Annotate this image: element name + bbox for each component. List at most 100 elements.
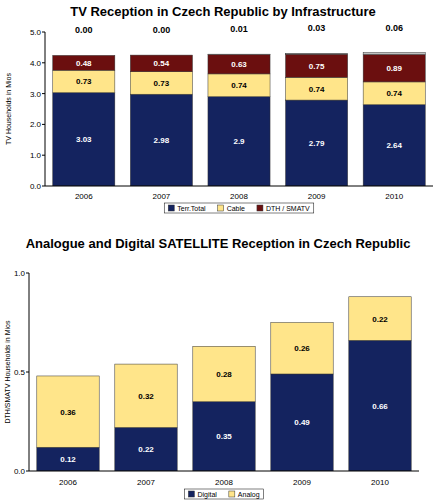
x-tick-label: 2010: [371, 478, 389, 487]
data-label: 0.63: [231, 60, 247, 69]
bar-segment: [53, 55, 115, 56]
bar-segment: [208, 74, 270, 97]
data-label: 0.66: [372, 402, 388, 411]
data-label: 0.12: [60, 455, 76, 464]
legend-swatch: [257, 205, 263, 211]
bar-segment: [271, 374, 333, 471]
bar-segment: [208, 54, 270, 73]
data-label: 0.74: [231, 81, 247, 90]
bar-segment: [363, 82, 425, 105]
x-tick-label: 2008: [230, 192, 248, 201]
legend: Terr.Total Cable DTH / SMATV: [164, 203, 314, 213]
bar-segment: [349, 340, 411, 471]
title: TV Reception in Czech Republic by Infras…: [70, 4, 376, 19]
bar-segment: [130, 55, 192, 72]
legend-swatch: [229, 491, 235, 497]
y-axis: [45, 32, 46, 186]
legend-label: DTH / SMATV: [266, 205, 310, 212]
bar-segment: [53, 70, 115, 92]
y-tick-label: 0.0: [30, 182, 42, 191]
bar-segment: [53, 55, 115, 70]
title: Analogue and Digital SATELLITE Reception…: [26, 236, 411, 251]
x-tick-label: 2006: [75, 192, 93, 201]
data-label: 0.73: [76, 77, 92, 86]
data-label: 2.98: [154, 136, 170, 145]
chart-1: Analogue and Digital SATELLITE Reception…: [4, 236, 419, 499]
y-tick-label: 0.5: [14, 368, 26, 377]
data-label: 0.89: [386, 64, 402, 73]
y-axis: [29, 273, 30, 471]
x-tick-label: 2007: [137, 478, 155, 487]
data-label: 0.54: [154, 59, 170, 68]
bar-segment: [115, 364, 177, 427]
data-label: 0.26: [294, 344, 310, 353]
bar-segment: [363, 105, 425, 186]
x-axis: [29, 471, 419, 472]
data-label: 0.22: [138, 445, 154, 454]
y-tick-label: 5.0: [30, 28, 42, 37]
data-label: 0.32: [138, 392, 154, 401]
bar-segment: [286, 100, 348, 186]
bar-segment: [193, 346, 255, 401]
data-label: 2.64: [386, 141, 402, 150]
data-label: 0.00: [75, 25, 93, 35]
x-tick-label: 2008: [215, 478, 233, 487]
bar-segment: [363, 53, 425, 55]
y-tick-label: 3.0: [30, 90, 42, 99]
data-label: 0.22: [372, 315, 388, 324]
legend-label: Cable: [227, 205, 245, 212]
legend-frame: [164, 203, 314, 213]
x-tick-label: 2010: [385, 192, 403, 201]
bar-segment: [37, 447, 99, 471]
bars: [37, 297, 411, 471]
bar-segment: [286, 53, 348, 55]
bar-segment: [130, 72, 192, 94]
legend-label: Terr.Total: [177, 205, 206, 212]
data-label: 0.03: [308, 23, 326, 33]
legend-swatch: [168, 205, 174, 211]
legend-label: Digital: [197, 491, 217, 499]
data-label: 0.74: [386, 89, 402, 98]
bar-segment: [208, 54, 270, 55]
bar-segment: [208, 97, 270, 186]
y-tick-label: 1.0: [14, 269, 26, 278]
legend-swatch: [218, 205, 224, 211]
bar-segment: [53, 93, 115, 186]
data-label: 0.28: [216, 370, 232, 379]
y-tick-label: 1.0: [30, 151, 42, 160]
data-label: 2.79: [309, 139, 325, 148]
legend-swatch: [188, 491, 194, 497]
bar-segment: [37, 376, 99, 447]
data-label: 0.36: [60, 408, 76, 417]
bar-segment: [349, 297, 411, 341]
data-label: 0.00: [153, 25, 171, 35]
data-label: 0.49: [294, 418, 310, 427]
bar-segment: [130, 55, 192, 56]
bar-segment: [286, 77, 348, 100]
y-axis-label: TV Households in Mios: [5, 73, 12, 145]
chart-canvas: TV Reception in Czech Republic by Infras…: [0, 0, 435, 503]
data-label: 0.73: [154, 79, 170, 88]
y-axis-label: DTH/SMATV Households in Mios: [4, 320, 11, 423]
data-label: 2.9: [233, 137, 245, 146]
legend-frame: [184, 489, 263, 499]
bar-segment: [130, 94, 192, 186]
y-tick-label: 2.0: [30, 120, 42, 129]
x-tick-label: 2009: [293, 478, 311, 487]
data-label: 0.06: [385, 23, 403, 33]
data-label: 0.48: [76, 59, 92, 68]
data-label: 3.03: [76, 135, 92, 144]
data-label: 0.75: [309, 62, 325, 71]
x-tick-label: 2009: [308, 192, 326, 201]
bar-segment: [271, 323, 333, 374]
bar-segment: [115, 427, 177, 471]
legend: Digital Analog: [184, 489, 263, 499]
legend-label: Analog: [238, 491, 260, 499]
x-tick-label: 2006: [59, 478, 77, 487]
data-label: 0.01: [230, 24, 248, 34]
data-label: 0.74: [309, 85, 325, 94]
x-tick-label: 2007: [153, 192, 171, 201]
bar-segment: [286, 54, 348, 77]
chart-0: TV Reception in Czech Republic by Infras…: [5, 4, 433, 213]
y-tick-label: 4.0: [30, 59, 42, 68]
